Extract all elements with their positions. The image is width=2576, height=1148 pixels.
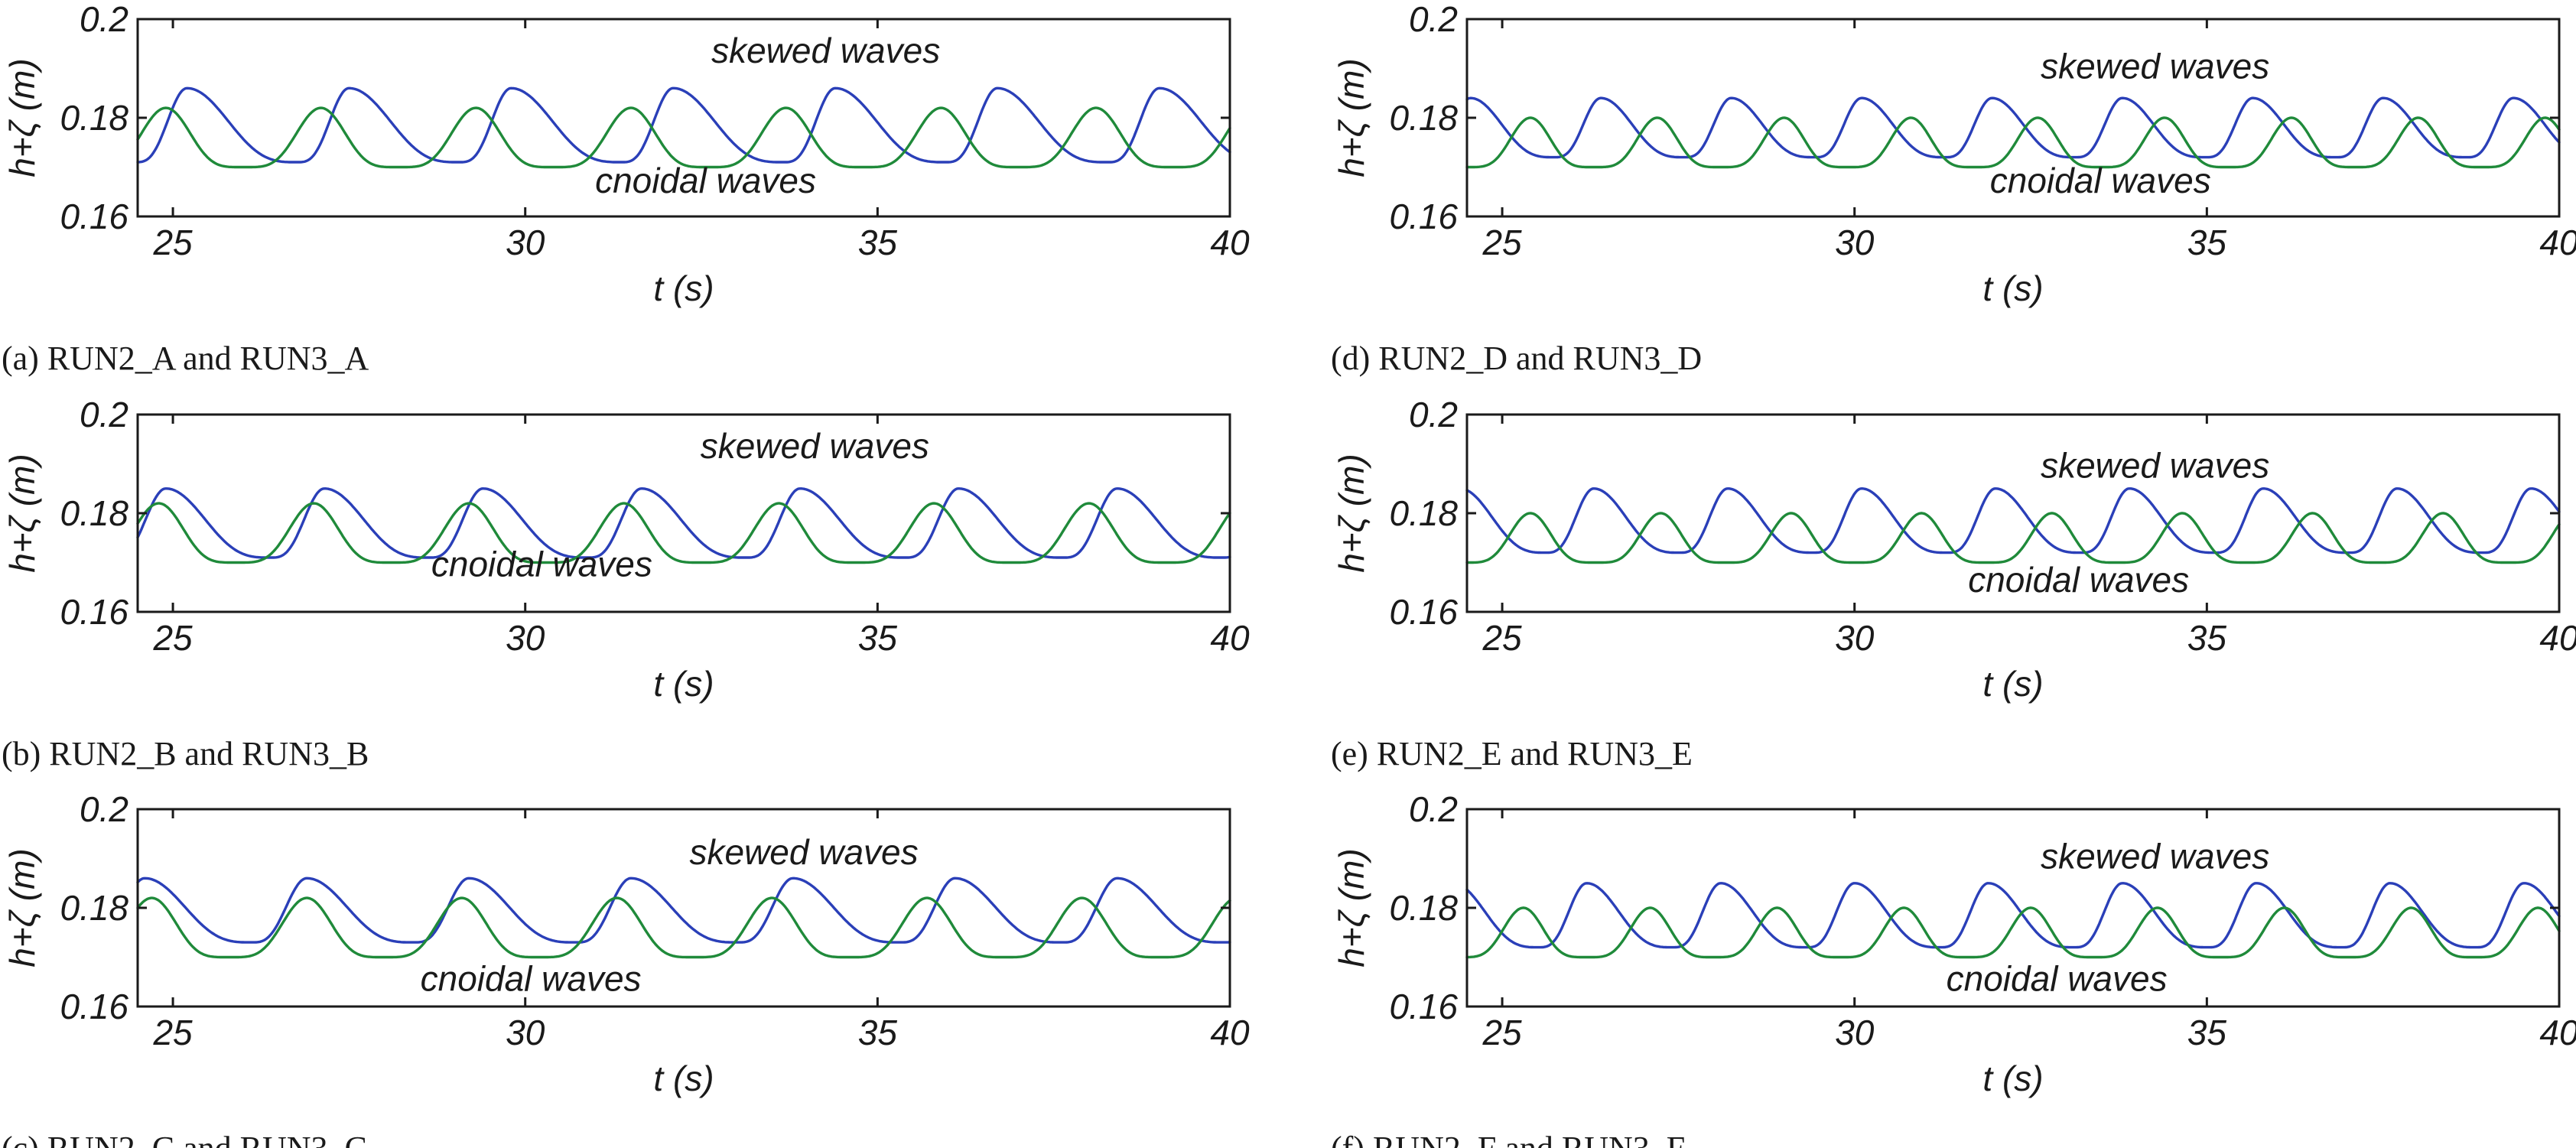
y-tick-label: 0.16 (60, 592, 128, 632)
y-tick-label: 0.18 (1389, 98, 1458, 138)
y-tick-label: 0.2 (80, 0, 128, 39)
panel-caption: (f) RUN2_F and RUN3_F (1331, 1130, 1685, 1148)
x-tick-label: 25 (1482, 223, 1522, 262)
x-tick-label: 35 (858, 1013, 898, 1052)
panel-a: 25 30 35 40 0.16 0.18 0.2 t (s) h+ζ (m) skewed wa… (2, 0, 1250, 377)
skewed-wave-series (1465, 882, 2561, 949)
x-tick-label: 40 (1210, 1013, 1250, 1052)
x-tick-label: 40 (2539, 618, 2576, 658)
y-tick-label: 0.18 (60, 493, 128, 533)
cnoidal-waves-annotation: cnoidal waves (421, 958, 642, 998)
y-tick-label: 0.2 (1409, 395, 1458, 434)
x-axis-title: t (s) (1982, 664, 2043, 704)
x-tick-label: 40 (2539, 223, 2576, 262)
y-axis-title: h+ζ (m) (2, 848, 42, 968)
x-tick-label: 35 (2187, 223, 2227, 262)
x-tick-label: 25 (1482, 1013, 1522, 1052)
cnoidal-wave-series (136, 896, 1231, 959)
panel-caption: (c) RUN2_C and RUN3_C (2, 1130, 367, 1148)
y-axis-title: h+ζ (m) (1332, 848, 1371, 968)
y-axis-title: h+ζ (m) (2, 454, 42, 573)
cnoidal-waves-annotation: cnoidal waves (431, 545, 652, 584)
cnoidal-wave-series (136, 106, 1231, 169)
x-axis-title: t (s) (1982, 268, 2043, 308)
y-tick-label: 0.18 (1389, 493, 1458, 533)
y-axis-title: h+ζ (m) (1332, 454, 1371, 573)
x-tick-label: 30 (1835, 618, 1875, 658)
x-tick-label: 30 (506, 618, 545, 658)
x-tick-label: 25 (152, 1013, 193, 1052)
plot-frame (136, 808, 1231, 1008)
y-tick-label: 0.16 (1389, 987, 1458, 1026)
x-tick-label: 40 (1210, 618, 1250, 658)
skewed-wave-series (136, 876, 1231, 944)
cnoidal-waves-annotation: cnoidal waves (1968, 560, 2189, 600)
skewed-waves-annotation: skewed waves (711, 31, 940, 70)
cnoidal-wave-series (136, 502, 1231, 564)
cnoidal-waves-annotation: cnoidal waves (1990, 161, 2211, 200)
panel-e: 25 30 35 40 0.16 0.18 0.2 t (s) h+ζ (m) skewed wa… (1331, 395, 2576, 772)
y-tick-label: 0.2 (80, 789, 128, 829)
y-tick-label: 0.18 (1389, 888, 1458, 928)
cnoidal-waves-annotation: cnoidal waves (595, 161, 816, 200)
y-tick-label: 0.2 (80, 395, 128, 434)
x-tick-label: 40 (2539, 1013, 2576, 1052)
panel-caption: (a) RUN2_A and RUN3_A (2, 340, 369, 377)
x-axis-title: t (s) (1982, 1059, 2043, 1098)
x-tick-label: 35 (858, 618, 898, 658)
skewed-waves-annotation: skewed waves (2041, 836, 2269, 876)
x-tick-label: 30 (1835, 223, 1875, 262)
x-axis-title: t (s) (653, 1059, 714, 1098)
x-axis-title: t (s) (653, 664, 714, 704)
x-tick-label: 25 (152, 223, 193, 262)
x-tick-label: 25 (152, 618, 193, 658)
x-tick-label: 35 (2187, 618, 2227, 658)
y-axis-title: h+ζ (m) (2, 58, 42, 177)
x-tick-label: 30 (1835, 1013, 1875, 1052)
y-tick-label: 0.16 (1389, 197, 1458, 236)
skewed-waves-annotation: skewed waves (2041, 46, 2269, 86)
skewed-waves-annotation: skewed waves (701, 426, 929, 466)
skewed-waves-annotation: skewed waves (690, 832, 919, 872)
skewed-wave-series (1465, 487, 2561, 554)
plot-frame (136, 413, 1231, 613)
cnoidal-waves-annotation: cnoidal waves (1947, 958, 2168, 998)
skewed-wave-series (136, 487, 1231, 559)
x-axis-title: t (s) (653, 268, 714, 308)
panel-d: 25 30 35 40 0.16 0.18 0.2 t (s) h+ζ (m) skewed wa… (1331, 0, 2576, 377)
x-tick-label: 25 (1482, 618, 1522, 658)
x-tick-label: 35 (858, 223, 898, 262)
y-tick-label: 0.16 (60, 197, 128, 236)
y-tick-label: 0.16 (60, 987, 128, 1026)
cnoidal-wave-series (1465, 512, 2561, 564)
panel-c: 25 30 35 40 0.16 0.18 0.2 t (s) h+ζ (m) skewed wa… (2, 789, 1250, 1148)
cnoidal-wave-series (1465, 906, 2561, 959)
skewed-wave-series (1465, 96, 2561, 159)
y-tick-label: 0.2 (1409, 0, 1458, 39)
skewed-wave-series (136, 86, 1231, 164)
y-tick-label: 0.2 (1409, 789, 1458, 829)
x-tick-label: 30 (506, 1013, 545, 1052)
y-axis-title: h+ζ (m) (1332, 58, 1371, 177)
y-tick-label: 0.18 (60, 888, 128, 928)
x-tick-label: 30 (506, 223, 545, 262)
panel-f: 25 30 35 40 0.16 0.18 0.2 t (s) h+ζ (m) skewed wa… (1331, 789, 2576, 1148)
panel-caption: (b) RUN2_B and RUN3_B (2, 735, 369, 772)
panel-caption: (e) RUN2_E and RUN3_E (1331, 735, 1693, 772)
y-tick-label: 0.16 (1389, 592, 1458, 632)
panel-b: 25 30 35 40 0.16 0.18 0.2 t (s) h+ζ (m) skewed wa… (2, 395, 1250, 772)
panel-caption: (d) RUN2_D and RUN3_D (1331, 340, 1702, 377)
y-tick-label: 0.18 (60, 98, 128, 138)
x-tick-label: 35 (2187, 1013, 2227, 1052)
x-tick-label: 40 (1210, 223, 1250, 262)
cnoidal-wave-series (1465, 116, 2561, 169)
skewed-waves-annotation: skewed waves (2041, 446, 2269, 486)
